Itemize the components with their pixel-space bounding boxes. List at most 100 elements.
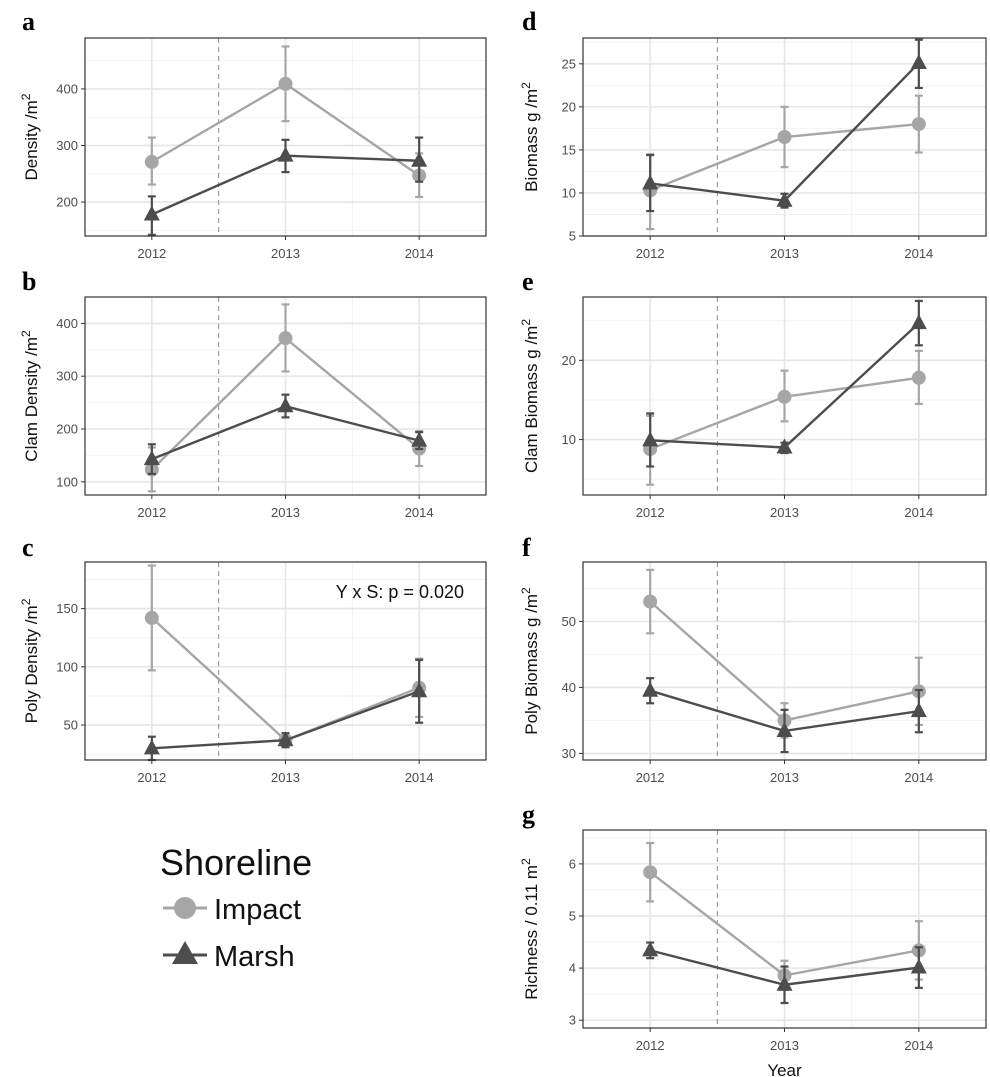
x-tick-label: 2012: [137, 770, 166, 785]
data-point-circle: [144, 154, 159, 169]
y-axis-title: Poly Density /m2: [19, 598, 41, 723]
x-tick-label: 2013: [770, 246, 799, 261]
data-point-triangle: [642, 681, 659, 697]
y-axis-title-superscript: 2: [19, 330, 33, 337]
x-tick-label: 2014: [405, 505, 434, 520]
y-tick-label: 50: [562, 614, 576, 629]
legend-impact-marker: [174, 897, 196, 919]
x-tick-label: 2013: [770, 1038, 799, 1053]
y-axis-title: Clam Biomass g /m2: [519, 319, 541, 473]
data-point-triangle: [143, 739, 160, 755]
panel-e: 10 20 2012 2013 2014 e Clam Biomass g /m2: [519, 267, 987, 520]
x-tick-label: 2012: [636, 246, 665, 261]
y-tick-label: 10: [562, 185, 576, 200]
data-point-triangle: [411, 682, 428, 698]
y-axis-title: Richness / 0.11 m2: [519, 858, 541, 1000]
data-point-triangle: [277, 146, 294, 162]
y-tick-label: 40: [562, 680, 576, 695]
x-tick-label: 2014: [904, 246, 933, 261]
data-point-circle: [643, 594, 658, 609]
data-point-circle: [911, 370, 926, 385]
data-point-triangle: [776, 975, 793, 991]
series-marsh: [642, 38, 927, 213]
series-marsh: [143, 393, 428, 475]
data-point-triangle: [642, 431, 659, 447]
legend-marsh-marker: [172, 941, 198, 964]
data-point-triangle: [776, 191, 793, 207]
panel-d: 5 10 15 20 25 2012 2013 2014 d Biomass g /m2: [519, 7, 987, 261]
x-tick-label: 2012: [137, 246, 166, 261]
y-axis-title-superscript: 2: [519, 319, 533, 326]
data-point-triangle: [143, 205, 160, 221]
y-axis-title-superscript: 2: [19, 93, 33, 100]
y-tick-label: 200: [56, 195, 78, 210]
panel-letter: e: [522, 267, 534, 296]
y-tick-label: 300: [56, 138, 78, 153]
y-tick-label: 5: [569, 229, 576, 244]
x-tick-label: 2014: [405, 246, 434, 261]
data-point-triangle: [277, 731, 294, 747]
series-marsh: [642, 941, 927, 1005]
x-tick-label: 2013: [770, 770, 799, 785]
series-marsh: [642, 677, 927, 754]
y-tick-label: 25: [562, 56, 576, 71]
panel-letter: d: [522, 7, 537, 36]
x-tick-label: 2014: [904, 505, 933, 520]
panel-letter: c: [22, 533, 34, 562]
x-tick-label: 2013: [271, 246, 300, 261]
data-point-circle: [278, 331, 293, 346]
y-tick-label: 400: [56, 81, 78, 96]
legend-impact-label: Impact: [214, 894, 301, 926]
y-tick-label: 400: [56, 316, 78, 331]
x-tick-label: 2012: [137, 505, 166, 520]
data-point-circle: [777, 389, 792, 404]
y-axis-title-text: Richness / 0.11 m: [522, 865, 541, 1000]
y-axis-title-text: Poly Biomass g /m: [522, 594, 541, 735]
y-tick-label: 300: [56, 369, 78, 384]
y-axis-title-superscript: 2: [519, 82, 533, 89]
y-axis-title: Poly Biomass g /m2: [519, 587, 541, 735]
y-axis-title-superscript: 2: [19, 598, 33, 605]
y-axis-title-text: Poly Density /m: [22, 605, 41, 723]
legend-item-impact: Impact: [163, 894, 301, 926]
x-tick-label: 2013: [770, 505, 799, 520]
panel-g: 3 4 5 6 2012 2013 2014 g Richness / 0.11 m2 Year: [519, 800, 987, 1077]
data-point-circle: [643, 865, 658, 880]
data-point-circle: [777, 130, 792, 144]
panel-a: 200 300 400 2012 2013 2014 a Density /m2: [19, 7, 487, 261]
y-tick-label: 100: [56, 659, 78, 674]
panel-c: 50 100 150 2012 2013 2014 c Poly Density /m2 Y x…: [19, 533, 487, 785]
x-tick-label: 2012: [636, 770, 665, 785]
panel-annotation: Y x S: p = 0.020: [336, 582, 464, 602]
y-axis-title: Clam Density /m2: [19, 330, 41, 462]
y-tick-label: 5: [569, 908, 576, 923]
y-tick-label: 30: [562, 746, 576, 761]
x-tick-label: 2014: [904, 1038, 933, 1053]
data-point-circle: [278, 76, 293, 91]
y-tick-label: 50: [64, 718, 78, 733]
y-tick-label: 20: [562, 99, 576, 114]
y-tick-label: 150: [56, 601, 78, 616]
y-axis-title-text: Density /m: [22, 100, 41, 180]
y-tick-label: 10: [562, 432, 576, 447]
y-axis-title-text: Clam Density /m: [22, 337, 41, 462]
y-axis-title: Biomass g /m2: [519, 82, 541, 192]
x-tick-label: 2012: [636, 1038, 665, 1053]
data-point-triangle: [910, 958, 927, 974]
legend-item-marsh: Marsh: [163, 941, 295, 973]
x-tick-label: 2013: [271, 505, 300, 520]
y-axis-title-text: Clam Biomass g /m: [522, 326, 541, 473]
data-point-triangle: [277, 397, 294, 413]
y-axis-title-superscript: 2: [519, 587, 533, 594]
panel-letter: a: [22, 7, 35, 36]
x-axis-title: Year: [767, 1061, 802, 1077]
y-axis-title-superscript: 2: [519, 858, 533, 865]
y-tick-label: 6: [569, 856, 576, 871]
panel-f: 30 40 50 2012 2013 2014 f Poly Biomass g /m2: [519, 533, 987, 785]
series-marsh: [143, 136, 428, 236]
data-point-circle: [911, 117, 926, 132]
panel-letter: f: [522, 533, 531, 562]
y-tick-label: 4: [569, 961, 576, 976]
